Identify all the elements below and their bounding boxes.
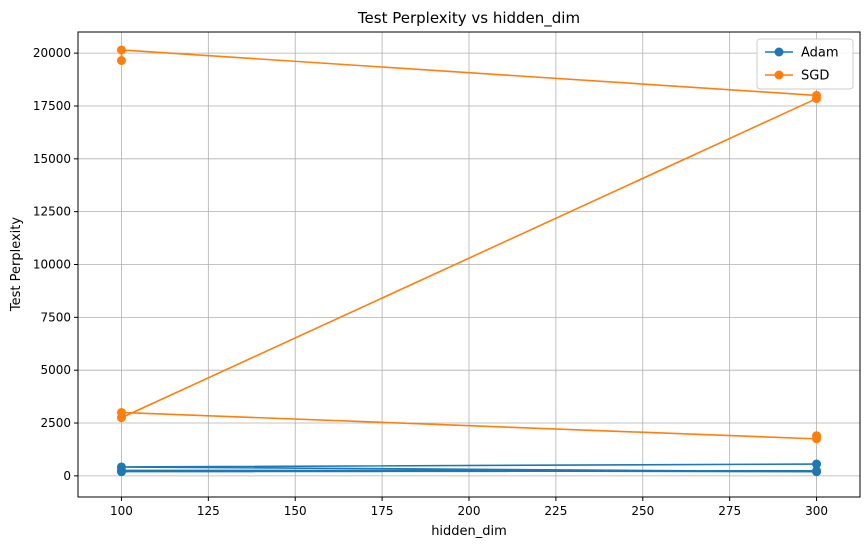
data-point-adam xyxy=(812,466,822,476)
y-axis-label: Test Perplexity xyxy=(9,217,24,312)
data-point-sgd xyxy=(116,56,126,66)
y-tick-label: 12500 xyxy=(33,205,71,219)
data-point-sgd xyxy=(812,431,822,441)
x-tick-label: 125 xyxy=(197,504,220,518)
y-tick-label: 0 xyxy=(63,469,71,483)
x-axis-ticks: 100 125 150 175 200 225 250 275 300 xyxy=(110,497,828,518)
x-tick-label: 150 xyxy=(284,504,307,518)
legend-label-sgd: SGD xyxy=(801,69,829,84)
x-tick-label: 200 xyxy=(458,504,481,518)
grid xyxy=(78,32,860,497)
series-layer xyxy=(116,45,822,477)
series-line-adam xyxy=(120,463,818,473)
chart-title: Test Perplexity vs hidden_dim xyxy=(357,9,580,28)
legend-label-adam: Adam xyxy=(801,46,839,61)
legend-marker-adam xyxy=(774,47,784,57)
plot-frame xyxy=(77,31,861,498)
x-tick-label: 175 xyxy=(371,504,394,518)
series-line-sgd xyxy=(120,49,818,440)
legend-marker-sgd xyxy=(774,70,784,80)
x-tick-label: 300 xyxy=(805,504,828,518)
y-tick-label: 15000 xyxy=(33,152,71,166)
legend: Adam SGD xyxy=(756,38,854,90)
x-tick-label: 100 xyxy=(110,504,133,518)
data-point-adam xyxy=(116,467,126,477)
data-point-sgd xyxy=(116,45,126,55)
y-tick-label: 5000 xyxy=(40,363,71,377)
data-point-sgd xyxy=(812,94,822,104)
y-tick-label: 2500 xyxy=(40,416,71,430)
data-point-sgd xyxy=(116,407,126,417)
y-axis-ticks: 0 2500 5000 7500 10000 12500 15000 17500 20000 xyxy=(33,46,78,483)
y-tick-label: 17500 xyxy=(33,99,71,113)
x-axis-label: hidden_dim xyxy=(431,524,507,539)
y-tick-label: 20000 xyxy=(33,46,71,60)
y-tick-label: 7500 xyxy=(40,310,71,324)
y-tick-label: 10000 xyxy=(33,258,71,272)
x-tick-label: 250 xyxy=(631,504,654,518)
x-tick-label: 275 xyxy=(718,504,741,518)
data-point-adam xyxy=(812,459,822,469)
x-tick-label: 225 xyxy=(544,504,567,518)
